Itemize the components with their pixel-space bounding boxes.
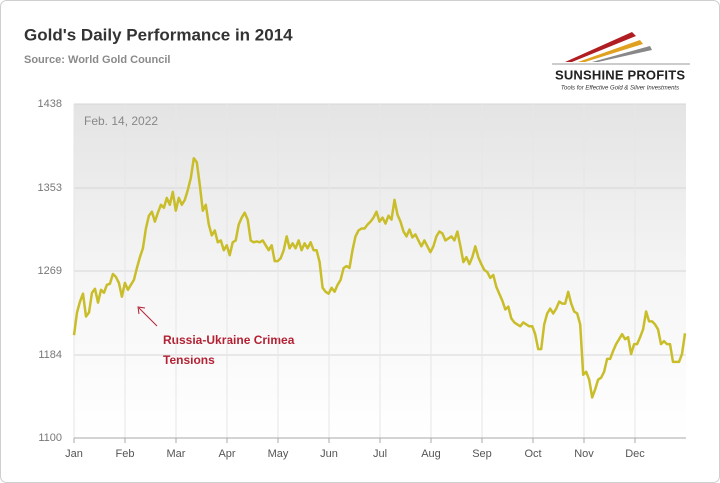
y-tick-label: 1438 — [38, 98, 62, 110]
y-tick-label: 1269 — [38, 265, 62, 277]
logo-mark — [552, 32, 690, 65]
x-tick-label: Oct — [524, 448, 541, 460]
annotation-arrow — [138, 307, 158, 327]
x-tick-label: Nov — [574, 448, 594, 460]
x-tick-label: Feb — [116, 448, 135, 460]
x-tick-label: Apr — [218, 448, 235, 460]
price-line — [72, 157, 687, 399]
x-tick-label: Jan — [65, 448, 83, 460]
y-tick-label: 1184 — [38, 349, 62, 361]
x-tick-label: Sep — [472, 448, 492, 460]
logo-name: SUNSHINE PROFITS — [555, 67, 685, 82]
x-tick-label: Mar — [167, 448, 186, 460]
x-tick-label: Jul — [373, 448, 387, 460]
x-tick-label: Dec — [625, 448, 645, 460]
x-tick-label: Jun — [320, 448, 338, 460]
chart-subtitle: Source: World Gold Council — [24, 54, 170, 66]
y-tick-label: 1100 — [38, 432, 62, 444]
annotation: Russia-Ukraine Crimea — [163, 333, 295, 347]
chart-title: Gold's Daily Performance in 2014 — [24, 25, 293, 44]
date-note: Feb. 14, 2022 — [84, 114, 158, 128]
x-tick-label: May — [268, 448, 289, 460]
x-tick-label: Aug — [421, 448, 441, 460]
logo-tagline: Tools for Effective Gold & Silver Invest… — [561, 86, 679, 92]
y-tick-label: 1353 — [38, 182, 62, 194]
annotation-arrowhead — [137, 306, 146, 315]
plot-layer: 1100 1184 1269 1353 1438 Jan Feb Mar Apr May Jun Ju… — [38, 98, 687, 460]
